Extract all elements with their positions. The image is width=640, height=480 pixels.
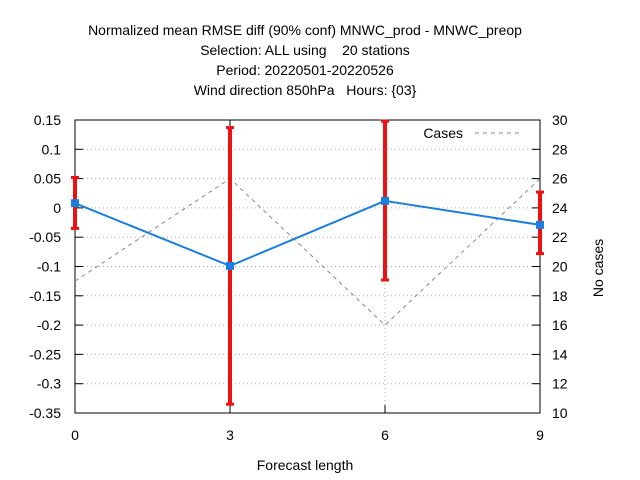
y-tick-label: -0.3 — [37, 376, 61, 392]
y2-tick-label: 28 — [552, 141, 568, 157]
x-tick-label: 3 — [226, 427, 234, 443]
y2-tick-label: 16 — [552, 317, 568, 333]
data-point — [226, 261, 234, 270]
x-tick-label: 0 — [71, 427, 79, 443]
y-tick-label: -0.2 — [37, 317, 61, 333]
legend-label-cases: Cases — [423, 125, 463, 141]
y-tick-label: -0.35 — [29, 405, 61, 421]
axes — [74, 119, 541, 414]
x-axis-label: Forecast length — [257, 457, 354, 473]
y-tick-label: -0.25 — [29, 346, 61, 362]
cases-series — [74, 177, 541, 326]
y2-tick-label: 26 — [552, 171, 568, 187]
y-tick-label: 0 — [53, 200, 61, 216]
chart-title-line-2: Selection: ALL using 20 stations — [200, 42, 410, 58]
cases-line — [74, 177, 541, 326]
chart-title-line-4: Wind direction 850hPa Hours: {03} — [194, 82, 417, 98]
y2-tick-label: 24 — [552, 200, 568, 216]
rmse-diff-line — [74, 199, 541, 267]
x-tick-label: 6 — [381, 427, 389, 443]
y-tick-label: 0.05 — [34, 171, 61, 187]
x-tick-label: 9 — [536, 427, 544, 443]
y-tick-label: 0.1 — [42, 141, 62, 157]
rmse-diff-series — [71, 119, 544, 406]
data-point — [381, 196, 389, 205]
y-tick-label: 0.15 — [34, 112, 61, 128]
y-tick-label: -0.15 — [29, 288, 61, 304]
y2-tick-label: 14 — [552, 346, 568, 362]
y2-tick-label: 22 — [552, 229, 568, 245]
y2-tick-label: 30 — [552, 112, 568, 128]
chart-titles: Normalized mean RMSE diff (90% conf) MNW… — [88, 22, 522, 98]
y-tick-label: -0.05 — [29, 229, 61, 245]
y2-tick-label: 20 — [552, 259, 568, 275]
y-tick-label: -0.1 — [37, 259, 61, 275]
data-point — [71, 199, 79, 208]
y2-tick-label: 12 — [552, 376, 568, 392]
data-point — [536, 220, 544, 229]
legend: Cases — [423, 125, 521, 141]
grid — [75, 120, 540, 413]
y2-tick-label: 10 — [552, 405, 568, 421]
tick-labels: 0.15 0.1 0.05 0 -0.05 -0.1 -0.15 -0.2 -0.25 -0.3 -… — [29, 112, 568, 443]
y2-tick-label: 18 — [552, 288, 568, 304]
y2-axis-label: No cases — [590, 239, 606, 297]
chart-title-line-1: Normalized mean RMSE diff (90% conf) MNW… — [88, 22, 522, 38]
plot-frame — [74, 119, 541, 414]
chart-title-line-3: Period: 20220501-20220526 — [216, 62, 394, 78]
